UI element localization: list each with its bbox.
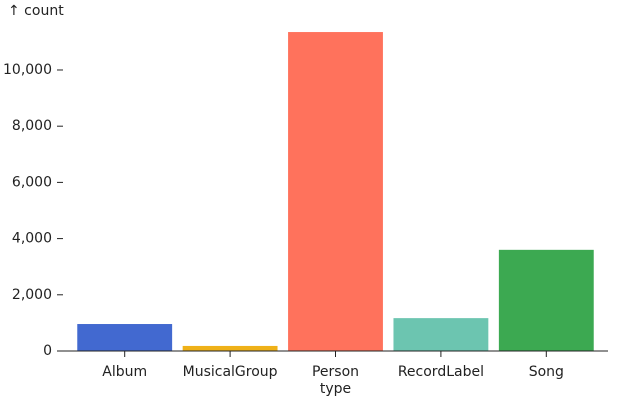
x-tick-label: Person [312, 364, 359, 380]
bar [77, 324, 173, 351]
y-tick-label: 4,000 [12, 231, 52, 247]
y-axis-label: ↑ count [8, 3, 64, 19]
bar [288, 32, 383, 351]
x-tick-label: MusicalGroup [183, 364, 278, 380]
x-tick-label: Album [102, 364, 147, 380]
y-tick-label: 8,000 [12, 118, 52, 134]
bar [498, 249, 594, 351]
y-tick-label: 6,000 [12, 174, 52, 190]
bar [182, 345, 278, 351]
x-tick-label: Song [529, 364, 564, 380]
y-tick-label: 0 [43, 343, 52, 359]
y-tick-label: 2,000 [12, 287, 52, 303]
bar [393, 318, 489, 351]
x-tick-label: RecordLabel [398, 364, 484, 380]
y-tick-label: 10,000 [3, 62, 52, 78]
x-axis-label: type [320, 381, 351, 397]
